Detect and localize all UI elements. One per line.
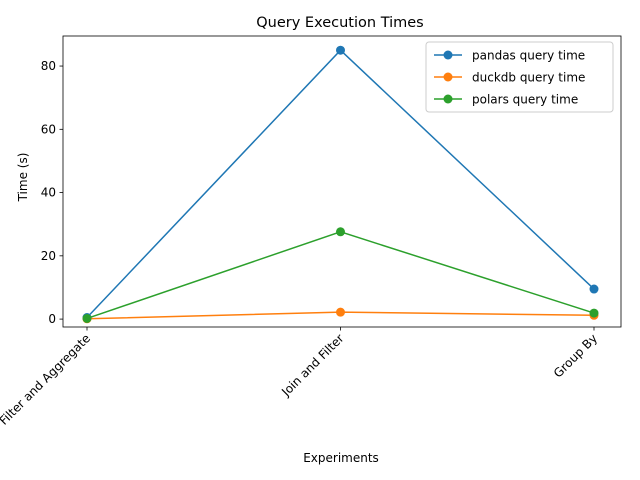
legend-entry-label: pandas query time — [472, 49, 585, 63]
legend-box — [425, 41, 614, 113]
y-tick-label: 80 — [41, 59, 56, 73]
legend: pandas query time duckdb query time polars… — [425, 41, 614, 113]
x-tick-label: Filter and Aggregate — [0, 331, 93, 428]
data-point — [82, 313, 92, 323]
legend-swatch-marker — [443, 50, 453, 60]
legend-swatch-marker — [443, 94, 453, 104]
chart-title: Query Execution Times — [256, 15, 423, 31]
x-tick-label: Group By — [551, 331, 600, 380]
y-axis-label: Time (s) — [16, 153, 30, 203]
plot-frame — [62, 35, 622, 328]
data-point — [336, 307, 345, 317]
series-layer — [82, 45, 599, 324]
y-tick-label: 40 — [41, 186, 56, 200]
x-tick-label: Join and Filter — [278, 331, 346, 399]
x-axis-label: Experiments — [303, 451, 379, 465]
data-point — [589, 284, 599, 294]
data-point — [336, 45, 345, 55]
y-tick-label: 0 — [48, 312, 56, 326]
y-tick-label: 60 — [41, 122, 56, 136]
data-point — [589, 308, 599, 318]
legend-entry-label: polars query time — [472, 93, 578, 107]
data-point — [336, 227, 345, 237]
series-line-2 — [86, 231, 595, 320]
legend-entry-label: duckdb query time — [472, 71, 585, 85]
y-tick-label: 20 — [41, 249, 56, 263]
legend-swatch-marker — [443, 72, 453, 82]
